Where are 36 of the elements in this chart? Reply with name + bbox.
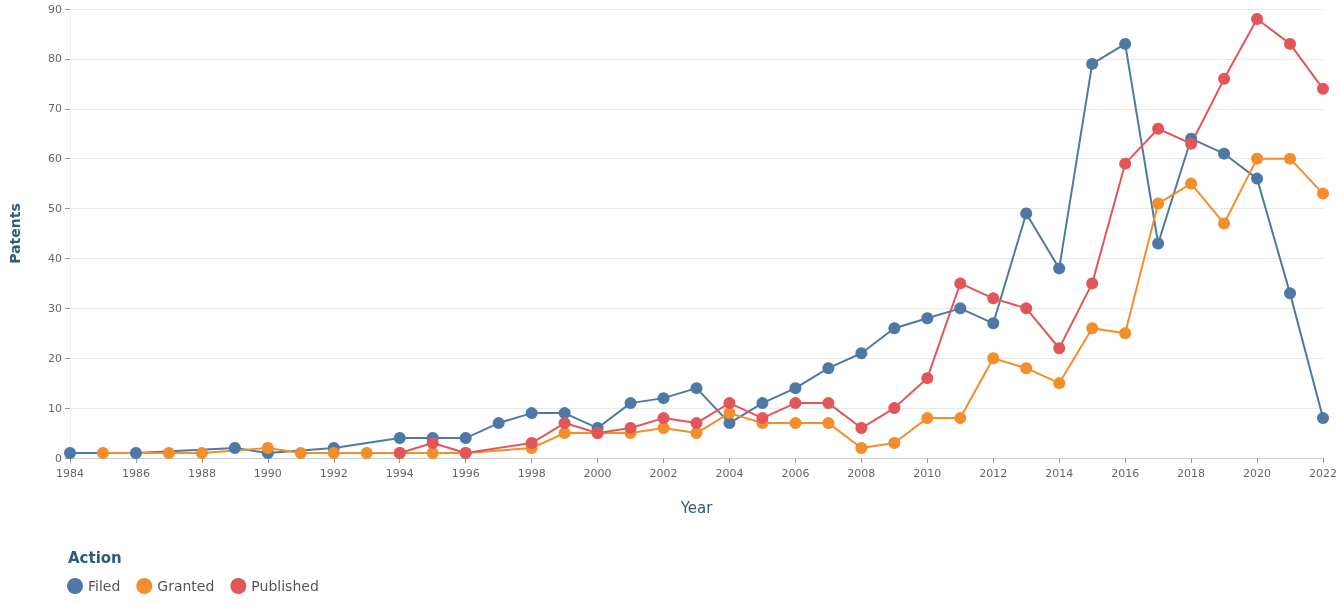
x-tick-label: 1988 [187,467,216,480]
y-tick-label: 10 [48,401,62,415]
x-tick-label: 2018 [1177,467,1206,480]
x-tick-label: 2016 [1111,467,1140,480]
legend-label: Published [251,578,319,594]
x-tick-label: 1990 [253,467,282,480]
x-tick-label: 2006 [781,467,810,480]
y-tick-label: 80 [48,52,62,66]
x-tick-label: 1984 [56,467,84,480]
x-tick-label: 2010 [913,467,942,480]
x-tick-label: 2012 [979,467,1008,480]
x-tick-label: 1994 [385,467,414,480]
y-tick-label: 60 [48,152,62,166]
y-tick-label: 50 [48,202,62,216]
x-tick-label: 2004 [715,467,744,480]
y-tick-label: 30 [48,301,62,315]
y-tick-label: 70 [48,102,62,116]
x-tick-label: 2020 [1243,467,1272,480]
y-tick-label: 40 [48,251,62,265]
x-tick-label: 2000 [583,467,612,480]
x-tick-label: 2002 [649,467,678,480]
x-axis-title: Year [679,498,714,517]
x-tick-label: 1986 [121,467,150,480]
legend-label: Filed [88,578,121,594]
x-tick-label: 2014 [1045,467,1074,480]
y-tick-label: 0 [55,451,62,465]
x-tick-label: 1996 [451,467,480,480]
y-tick-label: 90 [48,2,62,16]
y-axis-title: Patents [7,203,23,264]
y-tick-label: 20 [48,351,62,365]
x-tick-label: 2022 [1309,467,1337,480]
x-tick-label: 1998 [517,467,546,480]
x-tick-label: 2008 [847,467,876,480]
legend-title: Action [68,548,122,567]
legend-label: Granted [157,578,215,594]
x-tick-label: 1992 [319,467,348,480]
